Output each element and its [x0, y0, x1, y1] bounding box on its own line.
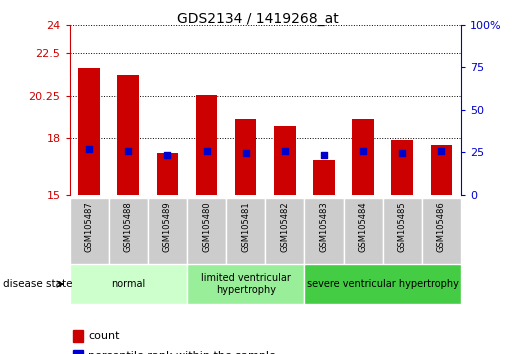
Point	[359, 148, 367, 154]
Bar	[196, 95, 217, 195]
Text: GSM105487: GSM105487	[84, 201, 94, 252]
Bar	[352, 119, 374, 195]
Text: normal: normal	[111, 279, 145, 289]
Bar	[422, 198, 461, 264]
Text: GSM105484: GSM105484	[358, 201, 368, 252]
Bar	[313, 160, 335, 195]
Point	[281, 148, 289, 154]
Bar	[304, 198, 344, 264]
Bar	[274, 126, 296, 195]
Bar	[265, 198, 304, 264]
Text: GSM105482: GSM105482	[280, 201, 289, 252]
Bar	[148, 198, 187, 264]
Text: GSM105485: GSM105485	[398, 201, 407, 252]
Bar	[109, 198, 148, 264]
Text: severe ventricular hypertrophy: severe ventricular hypertrophy	[307, 279, 458, 289]
Bar	[70, 264, 187, 304]
Point	[398, 150, 406, 156]
Point	[320, 152, 328, 158]
Point	[85, 147, 93, 152]
Text: GSM105483: GSM105483	[319, 201, 329, 252]
Text: GSM105486: GSM105486	[437, 201, 446, 252]
Bar	[304, 264, 461, 304]
Point	[202, 148, 211, 154]
Bar	[344, 198, 383, 264]
Point	[437, 148, 445, 154]
Text: percentile rank within the sample: percentile rank within the sample	[88, 351, 276, 354]
Bar	[383, 198, 422, 264]
Text: disease state: disease state	[3, 279, 72, 289]
Text: limited ventricular
hypertrophy: limited ventricular hypertrophy	[201, 273, 290, 295]
Bar	[187, 198, 226, 264]
Bar	[74, 330, 83, 342]
Bar	[391, 140, 413, 195]
Point	[163, 152, 171, 158]
Point	[242, 150, 250, 156]
Bar	[235, 119, 256, 195]
Text: GSM105480: GSM105480	[202, 201, 211, 252]
Text: GSM105481: GSM105481	[241, 201, 250, 252]
Bar	[187, 264, 304, 304]
Bar	[117, 75, 139, 195]
Bar	[157, 153, 178, 195]
Bar	[78, 68, 100, 195]
Text: GSM105489: GSM105489	[163, 201, 172, 252]
Point	[124, 148, 132, 154]
Bar	[70, 198, 109, 264]
Bar	[226, 198, 265, 264]
Bar	[431, 145, 452, 195]
Text: GDS2134 / 1419268_at: GDS2134 / 1419268_at	[177, 12, 338, 27]
Text: GSM105488: GSM105488	[124, 201, 133, 252]
Bar	[74, 350, 83, 354]
Text: count: count	[88, 331, 120, 341]
